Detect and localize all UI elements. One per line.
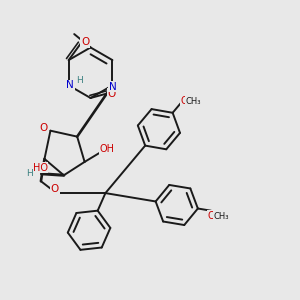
Text: O: O [81,37,89,47]
Text: H: H [26,169,32,178]
Text: O: O [51,184,59,194]
Text: O: O [208,211,215,221]
Text: OH: OH [100,144,115,154]
Text: CH₃: CH₃ [186,97,202,106]
Text: O: O [180,96,188,106]
Text: N: N [66,80,74,90]
Text: O: O [107,88,116,98]
Text: H: H [76,76,83,85]
Text: HO: HO [32,163,47,173]
Text: N: N [109,82,116,92]
Text: O: O [40,123,48,133]
Text: CH₃: CH₃ [213,212,229,220]
